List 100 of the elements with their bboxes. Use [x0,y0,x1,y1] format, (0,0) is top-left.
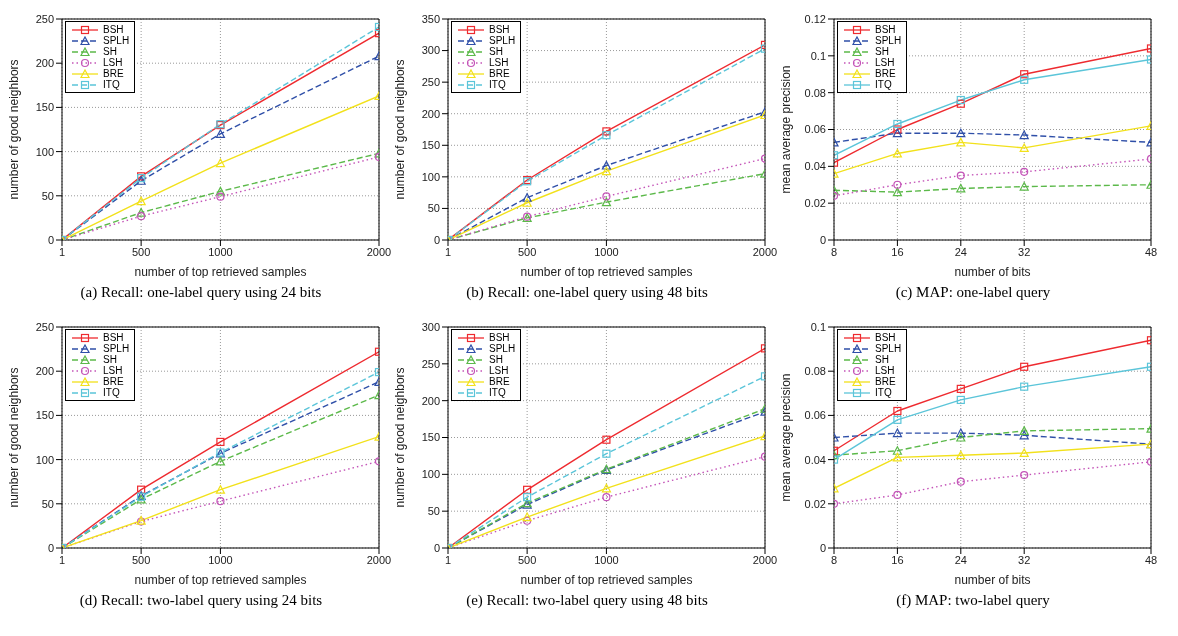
point [956,450,966,460]
x-tick-label: 500 [131,553,151,566]
point [1019,426,1029,435]
y-tick-label: 300 [421,44,440,57]
y-tick-label: 200 [421,394,440,407]
point [893,119,902,129]
legend-label: LSH [489,57,509,68]
x-tick-label: 1000 [594,553,619,566]
legend-label: BRE [875,376,896,387]
point [522,198,532,207]
point [1020,470,1029,480]
point [1020,75,1029,84]
x-tick-label: 2000 [366,553,392,566]
y-tick-label: 0.02 [804,197,826,210]
x-axis-title: number of top retrieved samples [134,573,307,587]
point [136,196,146,206]
point [523,516,532,525]
legend-label: BRE [103,376,124,387]
x-tick-label: 500 [517,245,537,258]
x-tick-label: 48 [1144,245,1158,258]
legend-label: SH [103,46,117,57]
point [956,171,965,180]
point [892,187,902,197]
y-tick-label: 0.02 [804,497,826,510]
y-tick-label: 0.06 [804,123,826,136]
point [601,483,612,493]
point [1020,70,1029,79]
point [601,166,612,176]
y-tick-label: 150 [421,139,440,152]
y-tick-label: 50 [427,505,440,518]
point [956,128,966,138]
x-tick-label: 2000 [752,245,778,258]
point [956,384,965,393]
point [215,186,226,196]
point [893,125,902,134]
legend-label: BRE [489,376,510,387]
legend-label: BSH [875,332,896,343]
point [956,99,965,108]
y-tick-label: 0.12 [804,12,826,25]
y-axis-title: number of good neighbors [393,367,408,508]
point [893,180,902,189]
y-tick-label: 200 [35,57,54,70]
point [522,193,532,202]
legend-label: SPLH [103,35,130,46]
legend-label: ITQ [103,387,120,398]
point [956,477,965,486]
y-tick-label: 100 [421,170,440,183]
point [956,395,965,405]
y-axis-title: number of good neighbors [393,59,408,200]
point [602,449,611,458]
legend-label: ITQ [875,79,892,90]
x-tick-label: 2000 [366,245,392,258]
point [215,158,226,168]
point [893,406,902,416]
y-axis-title: mean average precision [779,65,794,194]
point [956,183,966,193]
legend-label: LSH [103,57,123,68]
text: (b) Recall: one-label query using 48 bits [465,284,709,301]
x-tick-label: 500 [131,245,151,258]
point [602,192,611,201]
point [216,497,225,506]
x-tick-label: 16 [891,553,904,566]
point [137,212,146,221]
point [215,129,226,139]
text: (a) Recall: one-label query using 24 bits [79,284,323,301]
y-tick-label: 0 [433,541,440,554]
legend-label: LSH [103,365,123,376]
y-tick-label: 100 [421,468,440,481]
x-tick-label: 2000 [752,553,778,566]
point [892,428,902,438]
y-axis-title: number of good neighbors [7,59,22,200]
legend-label: SPLH [875,35,902,46]
point [216,192,225,201]
y-tick-label: 0 [47,541,54,554]
point [1020,362,1029,371]
point [1020,167,1029,176]
y-axis-title: number of good neighbors [7,367,22,508]
x-tick-label: 32 [1018,553,1031,566]
point [1019,130,1029,140]
point [893,415,902,424]
point [523,493,532,502]
point [602,131,611,140]
legend-label: SPLH [489,35,516,46]
legend-label: SH [875,46,889,57]
y-tick-label: 50 [41,497,54,510]
point [892,128,902,138]
x-tick-label: 1 [444,245,452,258]
legend-label: SH [875,354,889,365]
y-tick-label: 150 [421,431,440,444]
point [892,446,902,455]
x-tick-label: 8 [830,553,838,566]
x-tick-label: 48 [1144,553,1158,566]
legend-label: LSH [489,365,509,376]
y-tick-label: 200 [35,365,54,378]
legend-label: SPLH [103,343,130,354]
point [136,208,146,217]
legend-label: LSH [875,365,895,376]
y-tick-label: 250 [35,12,54,25]
x-axis-title: number of bits [954,265,1031,279]
y-tick-label: 250 [421,76,440,89]
